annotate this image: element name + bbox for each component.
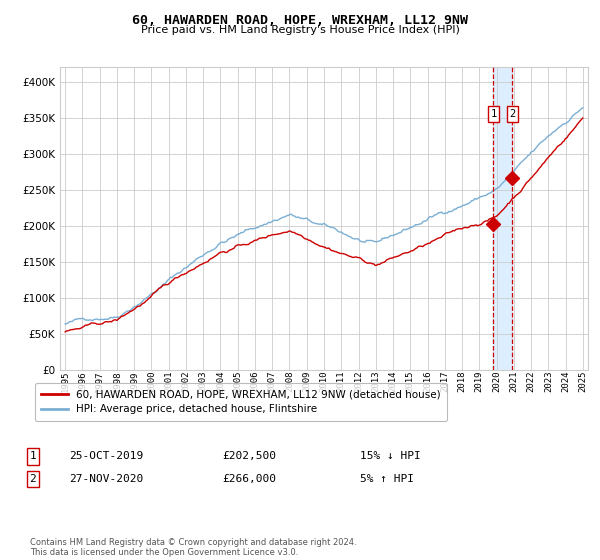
- Legend: 60, HAWARDEN ROAD, HOPE, WREXHAM, LL12 9NW (detached house), HPI: Average price,: 60, HAWARDEN ROAD, HOPE, WREXHAM, LL12 9…: [35, 383, 447, 421]
- Bar: [493, 67, 512, 370]
- Text: 1: 1: [29, 451, 37, 461]
- Text: £202,500: £202,500: [222, 451, 276, 461]
- Text: Price paid vs. HM Land Registry's House Price Index (HPI): Price paid vs. HM Land Registry's House …: [140, 25, 460, 35]
- Text: 2: 2: [29, 474, 37, 484]
- Text: 2: 2: [509, 109, 515, 119]
- Text: Contains HM Land Registry data © Crown copyright and database right 2024.
This d: Contains HM Land Registry data © Crown c…: [30, 538, 356, 557]
- Text: £266,000: £266,000: [222, 474, 276, 484]
- Text: 1: 1: [490, 109, 497, 119]
- Text: 15% ↓ HPI: 15% ↓ HPI: [360, 451, 421, 461]
- Text: 25-OCT-2019: 25-OCT-2019: [69, 451, 143, 461]
- Text: 5% ↑ HPI: 5% ↑ HPI: [360, 474, 414, 484]
- Text: 27-NOV-2020: 27-NOV-2020: [69, 474, 143, 484]
- Text: 60, HAWARDEN ROAD, HOPE, WREXHAM, LL12 9NW: 60, HAWARDEN ROAD, HOPE, WREXHAM, LL12 9…: [132, 14, 468, 27]
